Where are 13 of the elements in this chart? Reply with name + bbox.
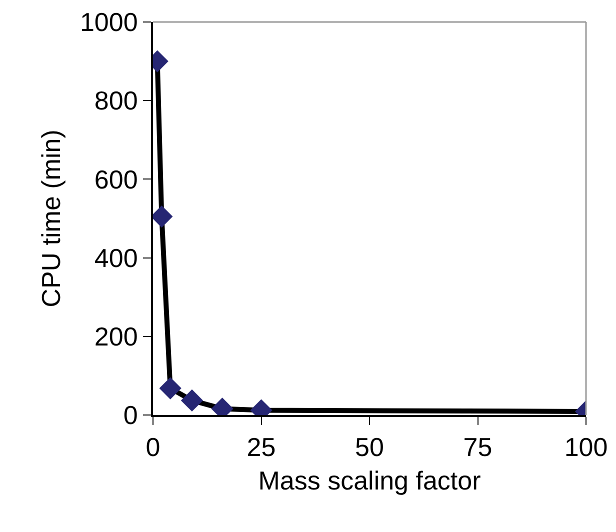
x-axis-title: Mass scaling factor [258, 465, 482, 496]
y-tick-label: 400 [94, 242, 138, 273]
x-tick-label: 25 [246, 432, 276, 462]
y-axis-title: CPU time (min) [36, 130, 66, 308]
x-tick-label: 100 [564, 432, 608, 462]
y-tick-label: 800 [94, 86, 138, 116]
y-tick-label: 0 [123, 400, 138, 430]
y-tick-label: 1000 [80, 7, 138, 38]
y-tick-label: 600 [94, 164, 138, 194]
x-tick-label: 75 [463, 432, 492, 462]
y-tick-label: 200 [94, 322, 138, 352]
x-tick-label: 0 [146, 432, 160, 462]
x-tick-label: 50 [355, 432, 384, 462]
